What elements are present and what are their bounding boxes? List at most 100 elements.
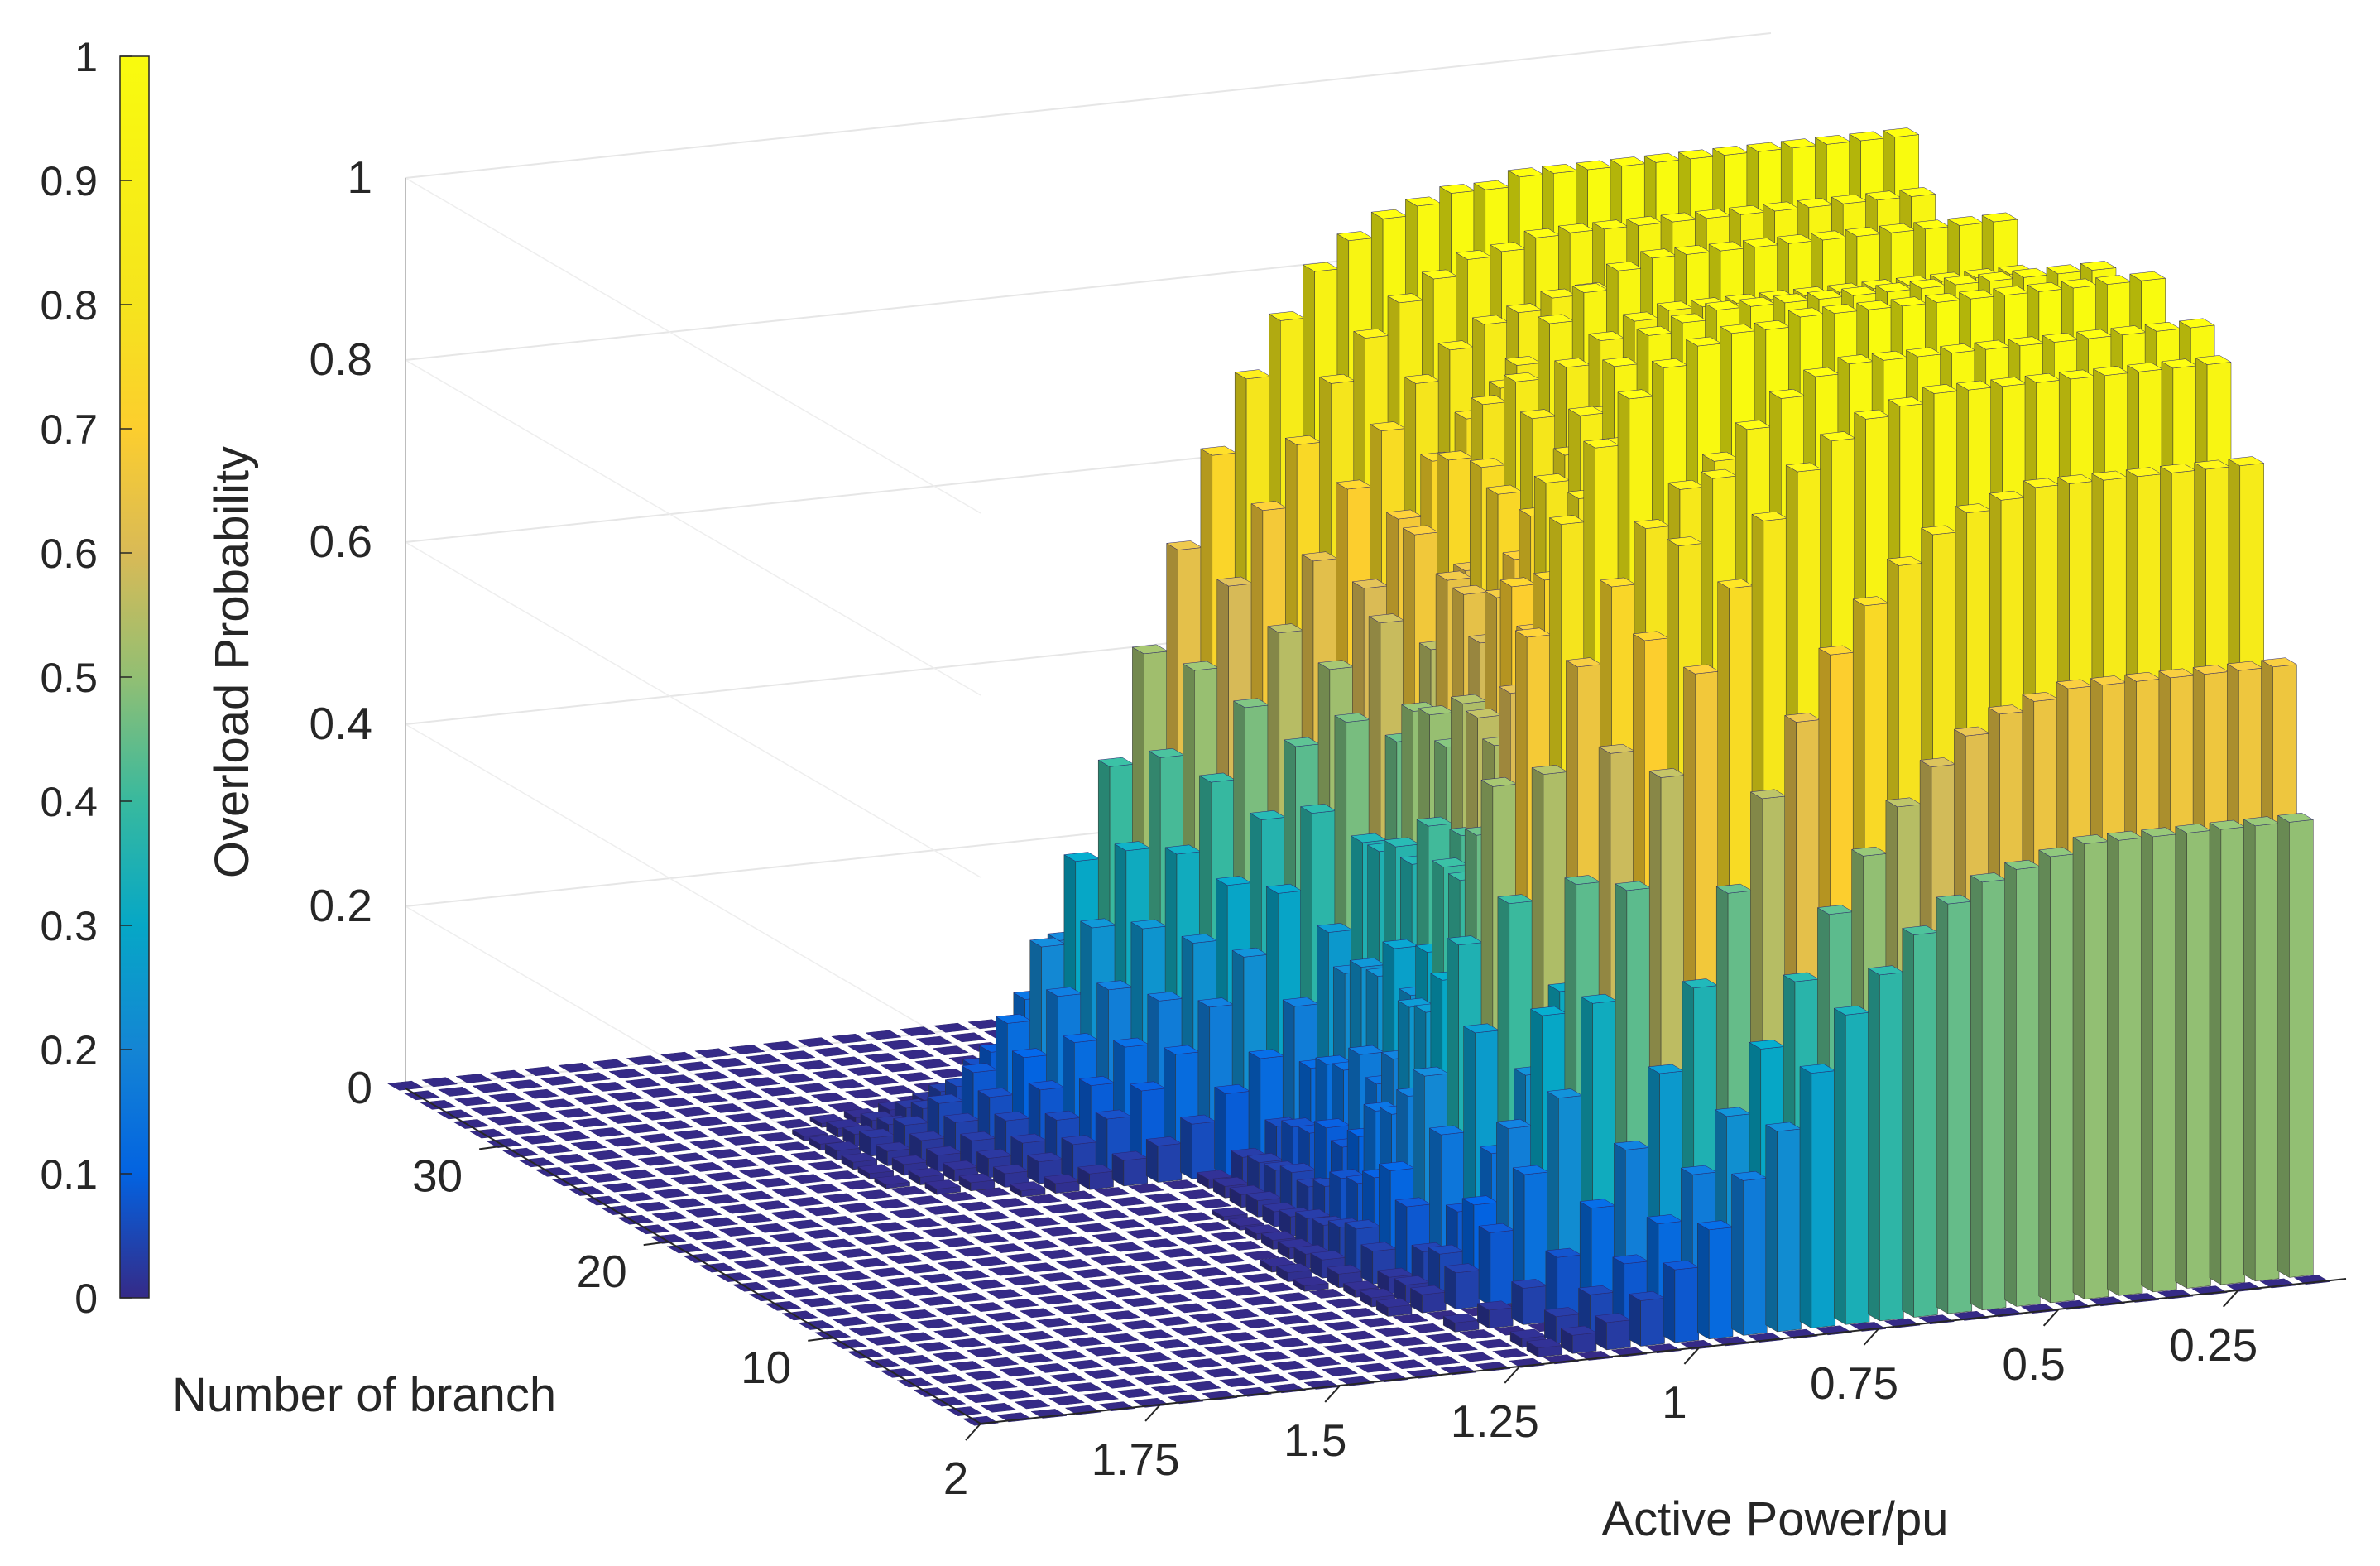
bar-top — [1196, 1170, 1233, 1179]
bar-top — [1701, 468, 1738, 479]
bar-top — [487, 1115, 524, 1126]
bar-top — [774, 1141, 811, 1152]
bar-front — [2050, 853, 2075, 1304]
bar-top — [2022, 692, 2059, 702]
bar-top — [874, 1174, 911, 1185]
bar-top — [1883, 127, 1920, 137]
bar-side — [2072, 837, 2085, 1300]
bar-top — [1260, 1231, 1298, 1241]
bar — [728, 1045, 765, 1054]
bar-side — [1970, 875, 1983, 1311]
bar — [852, 1257, 890, 1268]
bar-top — [824, 1141, 861, 1151]
bar — [588, 1127, 626, 1137]
bar-top — [1885, 797, 1922, 808]
bar-top — [1575, 160, 1613, 171]
bar — [1000, 1343, 1037, 1354]
bar — [1002, 1298, 1040, 1309]
bar-top — [1005, 1252, 1043, 1263]
bar-side — [1511, 1280, 1523, 1325]
bar-top — [1850, 846, 1888, 857]
bar-top — [963, 1393, 1000, 1404]
bar-top — [1002, 1298, 1040, 1309]
bar-top — [1122, 1274, 1160, 1285]
bar — [1023, 1239, 1060, 1250]
bar-top — [1062, 1033, 1099, 1043]
bar-top — [903, 1263, 940, 1274]
bar-top — [1404, 374, 1441, 384]
bar-top — [1548, 515, 1586, 525]
bar-top — [2106, 830, 2143, 841]
bar-top — [1019, 1308, 1056, 1319]
bar-top — [1095, 1109, 1132, 1120]
bar-top — [1473, 180, 1510, 190]
bar — [742, 1099, 780, 1110]
bar-top — [2140, 827, 2178, 838]
bar-top — [1274, 1292, 1312, 1303]
bar-top — [1189, 1290, 1227, 1300]
bar — [2140, 827, 2178, 1293]
bar — [626, 1055, 663, 1065]
bar-top — [1018, 1330, 1055, 1341]
bar-top — [1294, 1208, 1332, 1219]
bar-top — [675, 1083, 713, 1094]
bar-top — [1249, 810, 1287, 820]
bar-front — [2289, 819, 2314, 1278]
bar-top — [1416, 816, 1453, 827]
bar-top — [1128, 1183, 1165, 1194]
bar — [521, 1112, 559, 1122]
bar — [1207, 1276, 1245, 1287]
x-tick-label: 1.25 — [1451, 1395, 1539, 1447]
bar-top — [625, 1078, 662, 1088]
bar — [1088, 1278, 1125, 1288]
bar — [899, 1332, 936, 1343]
bar-top — [899, 1026, 936, 1036]
bar-top — [718, 1227, 756, 1237]
bar — [1109, 1219, 1146, 1229]
bar — [1184, 1381, 1222, 1391]
bar — [1272, 1338, 1309, 1348]
bar-top — [844, 1088, 882, 1099]
bar-top — [1383, 837, 1420, 848]
bar-top — [1215, 876, 1252, 886]
bar-top — [626, 1055, 663, 1065]
grid-line-z-side — [405, 905, 981, 1242]
bar-top — [1848, 131, 1886, 142]
bar-top — [991, 1198, 1029, 1208]
bar — [766, 1278, 804, 1289]
bar — [640, 1110, 677, 1121]
bar-top — [1785, 462, 1822, 473]
bar-top — [1402, 525, 1439, 536]
bar-front — [1777, 1128, 1802, 1333]
bar — [1139, 1284, 1177, 1295]
bar-top — [1682, 664, 1720, 675]
bar-top — [1543, 1307, 1581, 1317]
bar-top — [847, 1043, 885, 1054]
colorbar-tick-label: 0.7 — [40, 406, 98, 453]
bar-front — [1606, 1319, 1631, 1351]
bar-top — [1438, 184, 1476, 194]
bar-top — [1006, 1230, 1044, 1241]
bar-top — [753, 1200, 791, 1211]
bar — [1177, 1212, 1214, 1223]
bar-top — [1588, 331, 1625, 341]
bar — [939, 1214, 976, 1225]
bar-top — [1100, 1378, 1137, 1389]
bar — [1170, 1326, 1208, 1336]
bar-top — [710, 1058, 748, 1068]
bar-top — [1459, 1329, 1496, 1339]
bar-top — [882, 1322, 919, 1333]
bar — [1001, 1321, 1039, 1332]
bar — [1093, 1187, 1131, 1197]
bar-top — [1195, 1199, 1232, 1209]
bar-top — [1455, 250, 1493, 260]
bar-top — [1069, 1314, 1107, 1324]
bar-top — [1225, 1263, 1262, 1274]
bar — [1031, 1386, 1069, 1396]
bar-top — [1200, 445, 1237, 456]
bar-top — [521, 1112, 559, 1122]
bar-top — [2195, 355, 2232, 365]
bar-top — [1071, 1291, 1108, 1301]
bar — [881, 1040, 919, 1050]
colorbar-tick-label: 0.6 — [40, 531, 98, 577]
